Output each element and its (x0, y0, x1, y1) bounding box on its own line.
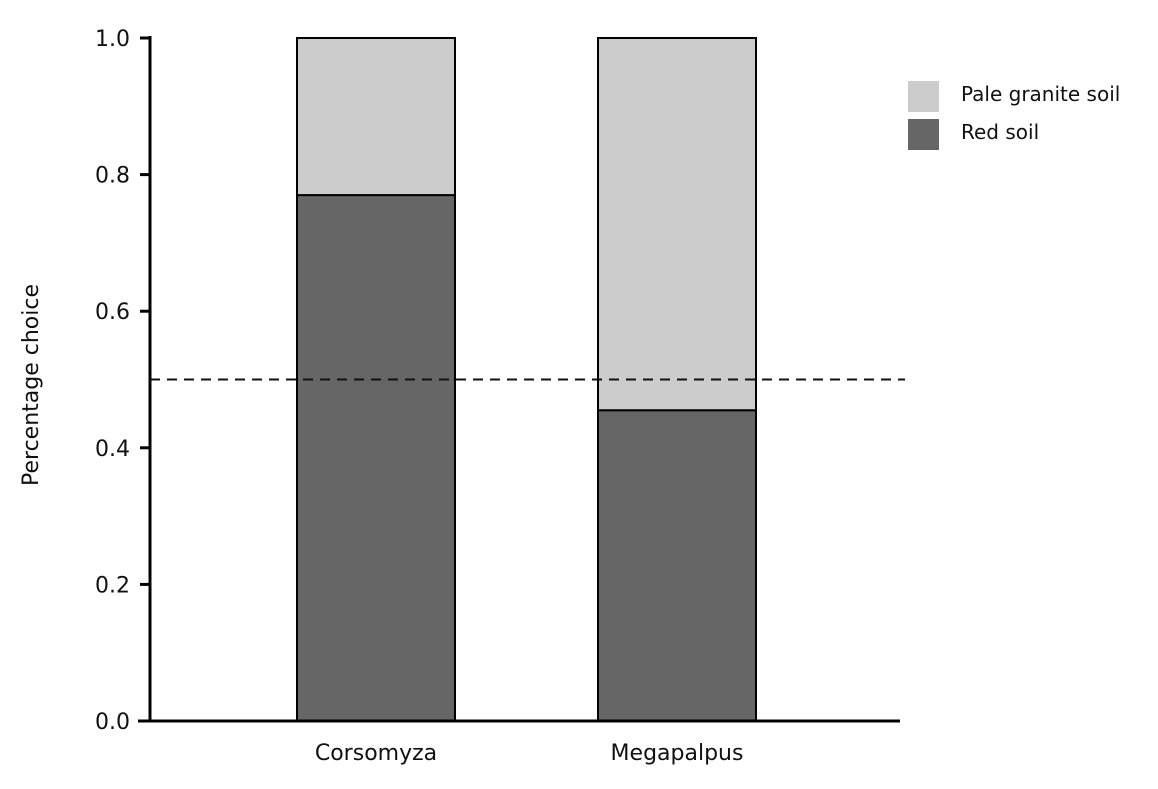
legend-label-red-soil: Red soil (961, 120, 1039, 144)
x-category-label-corsomyza: Corsomyza (315, 741, 437, 766)
y-tick-label-0.6: 0.6 (95, 300, 130, 325)
y-tick-label-0.2: 0.2 (95, 573, 130, 598)
bars-group (296, 37, 757, 722)
bar-corsomyza-red-soil (296, 194, 456, 722)
bar-megapalpus-red-soil (597, 409, 757, 722)
y-axis-title: Percentage choice (19, 284, 44, 486)
y-tick-label-0.8: 0.8 (95, 164, 130, 189)
y-ticks-group: 0.0 0.2 0.4 0.6 0.8 1.0 (95, 27, 150, 735)
x-labels-group: Corsomyza Megapalpus (315, 741, 744, 766)
legend: Pale granite soil Red soil (908, 81, 1120, 150)
x-category-label-megapalpus: Megapalpus (611, 741, 744, 766)
legend-label-pale-granite-soil: Pale granite soil (961, 82, 1120, 106)
y-tick-label-0.4: 0.4 (95, 437, 130, 462)
bar-corsomyza-pale-granite-soil (296, 37, 456, 197)
y-tick-label-1.0: 1.0 (95, 27, 130, 52)
bar-megapalpus-pale-granite-soil (597, 37, 757, 412)
legend-swatch-red-soil (908, 119, 939, 150)
legend-swatch-pale-granite-soil (908, 81, 939, 112)
y-tick-label-0.0: 0.0 (95, 710, 130, 735)
